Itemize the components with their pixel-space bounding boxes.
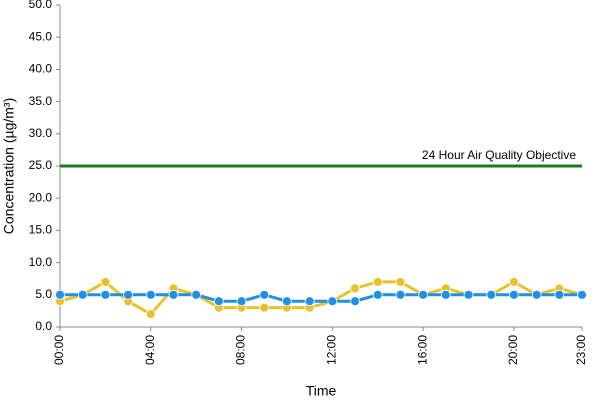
y-tick-label: 10.0 [29,255,53,269]
x-tick-label: 12:00 [325,335,339,365]
point [191,289,202,300]
point [100,277,111,287]
x-tick-label: 04:00 [143,335,157,365]
point [509,289,519,300]
point [350,283,360,294]
y-tick-label: 30.0 [29,126,53,140]
point [554,289,565,300]
point [440,289,451,300]
y-tick-label: 25.0 [29,158,53,172]
y-tick-label: 50.0 [29,0,53,11]
point [350,296,360,307]
point [168,289,179,300]
point [213,296,224,307]
point [327,296,338,307]
y-tick-label: 45.0 [29,29,53,43]
point [55,289,65,300]
point [123,289,133,300]
point [395,289,406,300]
x-tick-label: 08:00 [234,335,248,365]
point [486,289,497,300]
y-tick-label: 0.0 [35,319,52,333]
x-tick-label: 20:00 [506,335,520,365]
point [395,277,406,287]
point [259,302,270,313]
series-line [60,293,582,303]
point [577,289,587,300]
point [304,296,315,307]
series-line [59,280,583,317]
point [372,277,383,287]
x-tick-label: 23:00 [574,335,588,365]
y-axis-label: Concentration (µg/m³) [1,98,17,234]
y-tick-label: 35.0 [29,94,53,108]
point [463,289,474,300]
point [145,289,156,300]
point [77,289,88,300]
x-tick-label: 00:00 [52,335,66,365]
point [372,289,383,300]
x-axis-label: Time [306,383,337,399]
y-tick-label: 15.0 [29,223,53,237]
point [418,289,429,300]
point [282,296,292,307]
point [531,289,542,300]
point [509,277,519,287]
point [145,309,156,320]
objective-label: 24 Hour Air Quality Objective [422,148,576,162]
point [259,289,270,300]
point [236,296,247,307]
point [100,289,111,300]
y-tick-label: 40.0 [29,62,53,76]
x-tick-label: 16:00 [415,335,429,365]
y-tick-label: 5.0 [35,287,52,301]
y-tick-label: 20.0 [29,190,53,204]
